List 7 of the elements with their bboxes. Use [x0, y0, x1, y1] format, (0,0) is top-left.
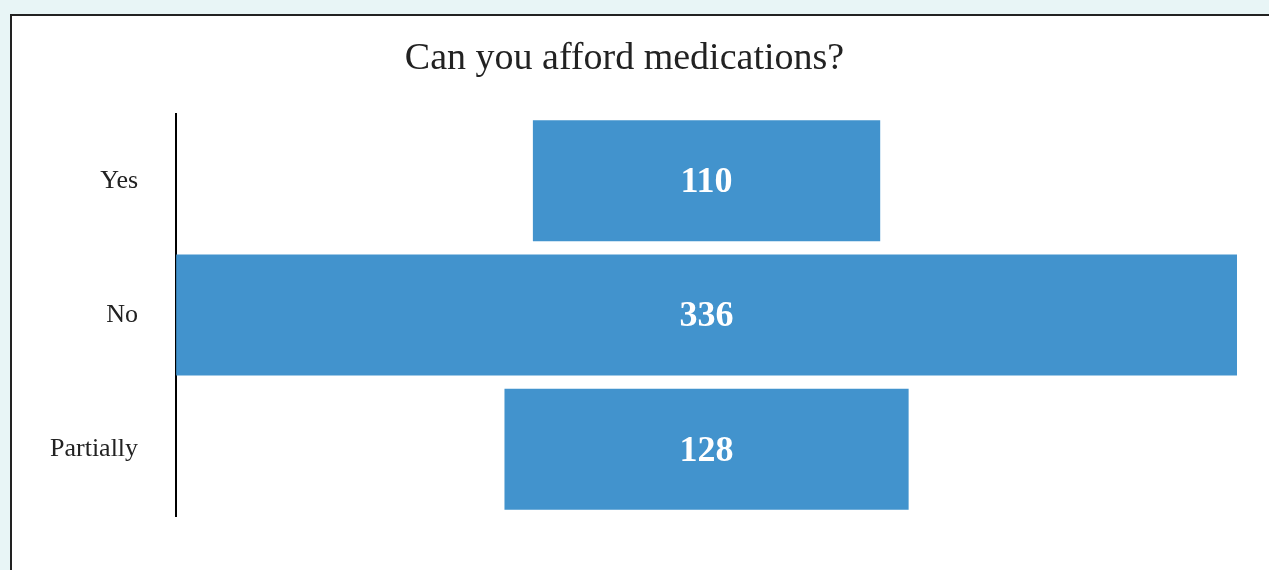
category-label: No: [106, 298, 139, 328]
category-label: Partially: [50, 433, 139, 463]
category-label: Yes: [100, 164, 139, 194]
data-label: 110: [680, 160, 733, 201]
data-label: 336: [679, 294, 734, 335]
text: Can you afford medications?: [404, 34, 845, 77]
data-label: 128: [679, 428, 734, 469]
